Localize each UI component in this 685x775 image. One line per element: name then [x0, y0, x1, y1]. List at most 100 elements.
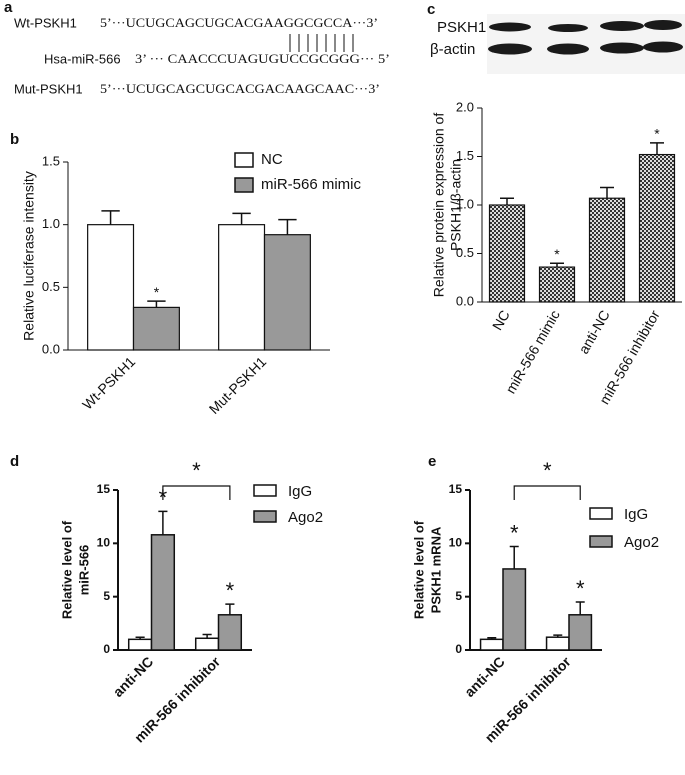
- significance: *: [554, 246, 560, 262]
- y-tick-label: 1.0: [456, 196, 474, 211]
- bar: [87, 224, 135, 351]
- legend-swatch: [234, 152, 254, 168]
- legend-label: IgG: [624, 506, 648, 523]
- y-axis-label: Relative level of: [59, 520, 74, 619]
- blot-label: PSKH1: [437, 19, 486, 36]
- bar: [568, 614, 593, 651]
- bar: [488, 204, 526, 303]
- sequence: 3’ ··· CAACCCUAGUGUCCGCGGG··· 5’: [135, 51, 390, 66]
- error-bar: [600, 186, 614, 199]
- y-tick-label: 5: [103, 589, 110, 603]
- bar: [150, 534, 176, 651]
- legend-label: miR-566 mimic: [261, 176, 362, 193]
- error-bar: [500, 197, 514, 205]
- y-tick-label: 1.0: [42, 216, 60, 231]
- y-tick-label: 10: [97, 536, 111, 550]
- legend-label: Ago2: [288, 509, 323, 526]
- significance: *: [226, 578, 235, 603]
- y-tick-label: 0: [103, 642, 110, 656]
- sequence: 5’···UCUGCAGCUGCACGAAGGCGCCA···3’: [100, 15, 378, 30]
- x-tick-label: Mut-PSKH1: [206, 353, 270, 417]
- y-tick-label: 10: [449, 536, 463, 550]
- x-tick-label: anti-NC: [461, 653, 508, 700]
- y-tick-label: 0.0: [456, 293, 474, 308]
- significance: *: [576, 576, 585, 601]
- y-tick-label: 5: [455, 589, 462, 603]
- panel-label: c: [427, 1, 435, 18]
- bar: [538, 266, 576, 303]
- y-tick-label: 15: [449, 482, 463, 496]
- error-bar: [232, 212, 251, 225]
- x-tick-label: miR-566 mimic: [502, 307, 563, 396]
- sequence: 5’···UCUGCAGCUGCACGACAAGCAAC···3’: [100, 81, 380, 96]
- legend-swatch: [253, 510, 277, 523]
- legend-label: IgG: [288, 483, 312, 500]
- panel-label: b: [10, 131, 19, 148]
- y-tick-label: 1.5: [456, 148, 474, 163]
- y-axis-label: Relative luciferase intensity: [21, 171, 37, 341]
- y-tick-label: 15: [97, 482, 111, 496]
- legend-label: NC: [261, 151, 283, 168]
- legend-swatch: [589, 535, 613, 548]
- error-bar: [509, 545, 519, 569]
- y-axis-label: Relative level of: [411, 520, 426, 619]
- y-tick-label: 2.0: [456, 99, 474, 114]
- bar: [218, 224, 266, 351]
- y-axis-label: PSKH1 mRNA: [428, 526, 443, 613]
- panel-label: e: [428, 453, 436, 470]
- seq-name: Wt-PSKH1: [14, 15, 77, 30]
- significance: *: [510, 520, 519, 545]
- panel-label: a: [4, 0, 13, 16]
- bar: [479, 638, 504, 651]
- error-bar: [575, 601, 585, 615]
- y-tick-label: 1.5: [42, 153, 60, 168]
- y-tick-label: 0.5: [42, 279, 60, 294]
- blot-label: β-actin: [430, 41, 475, 58]
- x-tick-label: NC: [489, 307, 513, 333]
- y-axis-label: Relative protein expression of: [431, 113, 447, 298]
- error-bar: [135, 636, 145, 640]
- legend-swatch: [589, 507, 613, 520]
- error-bar: [487, 636, 497, 640]
- error-bar: [550, 262, 564, 268]
- y-axis-label: PSKH1/β-actin: [448, 159, 464, 251]
- error-bar: [147, 300, 166, 308]
- significance: *: [654, 126, 660, 142]
- significance: *: [154, 284, 160, 300]
- x-tick-label: anti-NC: [110, 653, 157, 700]
- bar: [502, 568, 527, 651]
- panel-label: d: [10, 453, 19, 470]
- error-bar: [158, 510, 168, 535]
- bar: [132, 306, 180, 351]
- y-tick-label: 0: [455, 642, 462, 656]
- bracket: [162, 485, 231, 500]
- bar: [588, 197, 626, 303]
- bar: [194, 637, 220, 651]
- bracket: [513, 485, 581, 500]
- bar: [545, 636, 570, 651]
- y-tick-label: 0.5: [456, 245, 474, 260]
- bar: [217, 614, 243, 651]
- bracket-label: *: [192, 458, 201, 483]
- error-bar: [202, 633, 212, 639]
- error-bar: [278, 218, 297, 235]
- bar: [263, 234, 311, 351]
- bar: [638, 153, 676, 303]
- y-tick-label: 0.0: [42, 341, 60, 356]
- error-bar: [225, 603, 235, 615]
- error-bar: [553, 634, 563, 638]
- seq-name: Hsa-miR-566: [44, 51, 121, 66]
- bar: [127, 638, 153, 651]
- x-tick-label: Wt-PSKH1: [79, 353, 138, 412]
- y-axis-label: miR-566: [76, 545, 91, 596]
- x-tick-label: anti-NC: [575, 307, 613, 356]
- bracket-label: *: [543, 458, 552, 483]
- pairing-lines: [289, 34, 354, 52]
- legend-swatch: [253, 484, 277, 497]
- error-bar: [650, 142, 664, 155]
- seq-name: Mut-PSKH1: [14, 81, 83, 96]
- error-bar: [101, 210, 120, 225]
- legend-swatch: [234, 177, 254, 193]
